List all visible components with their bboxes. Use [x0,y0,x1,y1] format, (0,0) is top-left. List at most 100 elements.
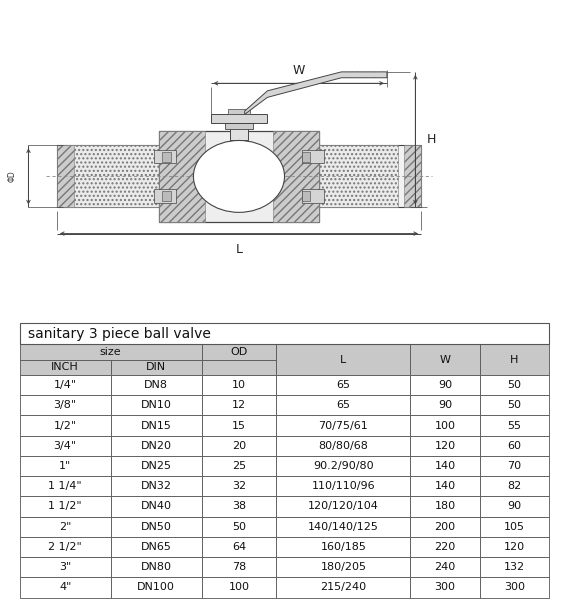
Bar [277,395,410,416]
Text: 120/120/104: 120/120/104 [308,502,379,511]
Bar [110,537,201,557]
Bar [480,537,549,557]
Text: 4": 4" [59,583,71,592]
Bar [277,436,410,456]
Text: 65: 65 [336,401,351,410]
Text: 20: 20 [232,441,246,451]
Text: L: L [340,355,347,365]
Text: DIN: DIN [146,362,166,372]
Text: 90: 90 [438,401,452,410]
Bar [110,557,201,577]
Text: 65: 65 [336,380,351,390]
Bar [20,456,110,476]
Text: 70/75/61: 70/75/61 [319,420,368,431]
Bar [302,150,324,163]
Bar [110,436,201,456]
Text: INCH: INCH [51,362,79,372]
Bar [110,577,201,598]
Text: 90: 90 [508,502,522,511]
Polygon shape [245,72,387,114]
Text: 1/2": 1/2" [53,420,77,431]
Bar [20,395,110,416]
Bar [480,395,549,416]
Bar [277,375,410,395]
Text: 140/140/125: 140/140/125 [308,522,379,532]
Bar [410,375,480,395]
Text: 1 1/2": 1 1/2" [48,502,82,511]
Bar [201,375,277,395]
Bar [230,124,248,140]
Bar [162,152,171,162]
Ellipse shape [193,140,284,212]
Text: OD: OD [230,347,248,357]
Text: 180/205: 180/205 [320,562,366,572]
Bar [410,395,480,416]
Bar [410,416,480,436]
Text: 300: 300 [435,583,455,592]
Text: 2 1/2": 2 1/2" [48,542,82,552]
Text: sanitary 3 piece ball valve: sanitary 3 piece ball valve [28,327,211,341]
Bar [277,476,410,496]
Text: 50: 50 [232,522,246,532]
Bar [480,517,549,537]
Text: W: W [292,64,305,77]
Text: DN65: DN65 [141,542,172,552]
Bar [302,191,310,201]
Text: size: size [100,347,122,357]
Bar [277,496,410,517]
Text: 140: 140 [434,461,456,471]
Text: 70: 70 [508,461,522,471]
Bar [480,436,549,456]
Bar [273,131,319,222]
Bar [201,517,277,537]
Bar [480,344,549,375]
Bar [302,152,310,162]
Bar [480,496,549,517]
Text: 240: 240 [434,562,456,572]
Bar [162,191,171,201]
Bar [110,395,201,416]
Bar [201,395,277,416]
Bar [277,344,410,375]
Bar [404,145,421,208]
Text: 78: 78 [232,562,246,572]
Bar [277,577,410,598]
Bar [20,517,110,537]
Text: 50: 50 [508,401,522,410]
Bar [277,557,410,577]
Text: DN25: DN25 [141,461,172,471]
Text: 160/185: 160/185 [320,542,366,552]
Text: 82: 82 [508,481,522,491]
Bar [480,456,549,476]
Text: 140: 140 [434,481,456,491]
Bar [159,131,319,222]
Bar [277,537,410,557]
Bar [480,476,549,496]
Bar [225,122,253,129]
Bar [20,557,110,577]
Bar [110,359,201,375]
Text: 120: 120 [434,441,456,451]
Bar [201,436,277,456]
Text: 300: 300 [504,583,525,592]
Text: DN10: DN10 [141,401,172,410]
Text: 38: 38 [232,502,246,511]
Text: 32: 32 [232,481,246,491]
Bar [201,456,277,476]
Bar [20,436,110,456]
Bar [201,476,277,496]
Text: 90.2/90/80: 90.2/90/80 [313,461,374,471]
Text: 15: 15 [232,420,246,431]
Text: 180: 180 [434,502,456,511]
Bar [20,537,110,557]
Bar [68,145,159,208]
Text: 110/110/96: 110/110/96 [311,481,375,491]
Text: 3/4": 3/4" [53,441,77,451]
Bar [480,577,549,598]
Bar [20,416,110,436]
Text: DN100: DN100 [137,583,175,592]
Bar [410,496,480,517]
Bar [410,537,480,557]
Text: 64: 64 [232,542,246,552]
Bar [410,344,480,375]
